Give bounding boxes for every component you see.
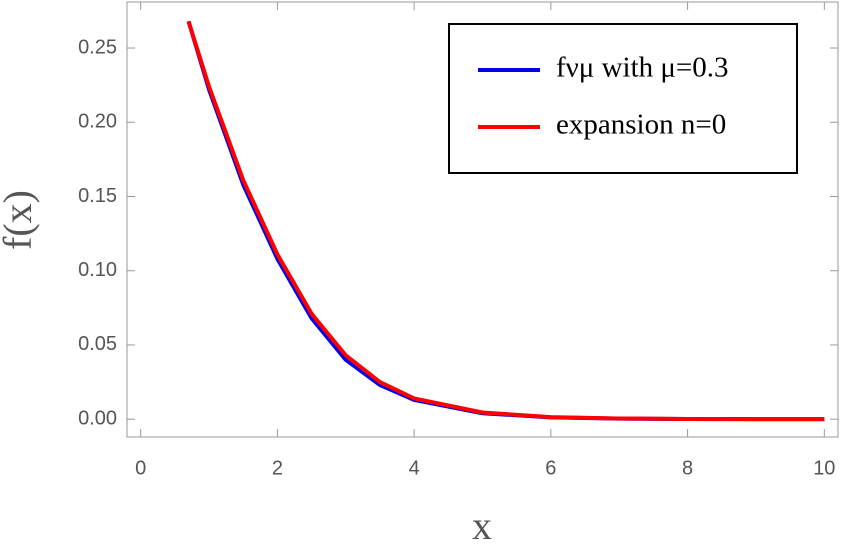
- line-series: [186, 20, 825, 422]
- legend-label: fνμ with μ=0.3: [556, 52, 729, 84]
- y-tick-label: 0.05: [78, 333, 117, 355]
- x-tick-label: 2: [272, 457, 283, 479]
- legend-label: expansion n=0: [556, 109, 726, 141]
- y-tick-label: 0.25: [78, 36, 117, 58]
- x-tick-label: 4: [409, 457, 420, 479]
- y-tick-label: 0.20: [78, 111, 117, 133]
- x-axis-label: x: [472, 503, 492, 548]
- x-tick-label: 8: [682, 457, 693, 479]
- y-axis-label: f(x): [0, 190, 40, 250]
- x-tick-label: 0: [135, 457, 146, 479]
- y-tick-label: 0.00: [78, 407, 117, 429]
- y-tick-label: 0.10: [78, 259, 117, 281]
- x-tick-label: 6: [545, 457, 556, 479]
- legend-box: [448, 23, 798, 174]
- x-tick-label: 10: [813, 457, 835, 479]
- y-tick-label: 0.15: [78, 185, 117, 207]
- plot-frame: [126, 1, 839, 438]
